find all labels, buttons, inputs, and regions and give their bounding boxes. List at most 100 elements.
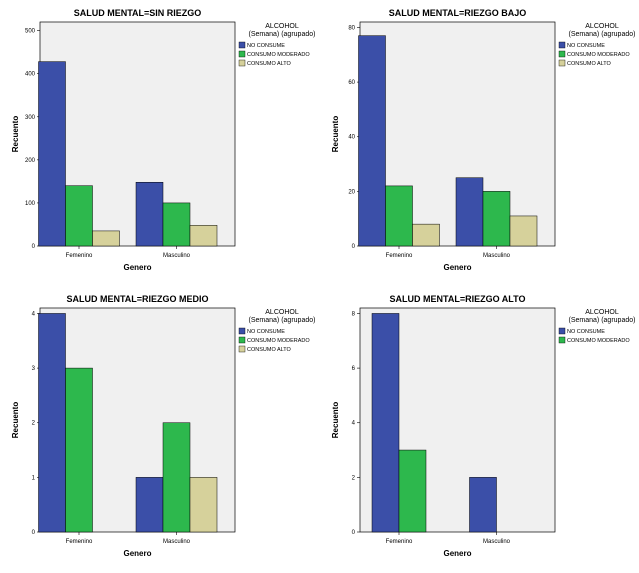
chart-panel-riezgo-bajo: SALUD MENTAL=RIEZGO BAJO 0 20 40 60 80 Recuent… (320, 0, 639, 286)
bar (358, 35, 386, 247)
legend-title: ALCOHOL (265, 309, 299, 316)
bar (455, 177, 484, 247)
legend-title: (Semana) (agrupado) (569, 317, 636, 324)
legend-swatch (238, 336, 246, 344)
x-tick-label: Masculino (163, 539, 191, 545)
chart-title: SALUD MENTAL=SIN RIEZGO (74, 8, 202, 18)
legend-entry: CONSUMO MODERADO (567, 52, 630, 58)
y-tick-label: 0 (32, 530, 36, 536)
bar (135, 477, 164, 533)
y-tick-label: 40 (348, 135, 355, 141)
y-axis-label: Recuento (11, 402, 20, 439)
legend-title: (Semana) (agrupado) (249, 317, 316, 324)
legend-entry: CONSUMO ALTO (247, 347, 292, 353)
legend-swatch (558, 50, 566, 58)
x-tick-label: Masculino (483, 539, 511, 545)
chart-svg: SALUD MENTAL=RIEZGO BAJO 0 20 40 60 80 Recuent… (331, 8, 636, 272)
bar (189, 477, 218, 533)
bar (371, 313, 400, 533)
x-tick-label: Masculino (163, 253, 191, 259)
y-tick-label: 0 (352, 530, 356, 536)
legend-swatch (238, 59, 246, 67)
x-tick-label: Femenino (386, 253, 413, 259)
legend-title: ALCOHOL (585, 23, 619, 30)
chart-title: SALUD MENTAL=RIEZGO ALTO (390, 294, 526, 304)
legend-entry: CONSUMO MODERADO (247, 52, 310, 58)
y-tick-label: 0 (32, 244, 36, 250)
x-axis-label: Genero (443, 549, 471, 558)
bar (65, 367, 93, 533)
legend-swatch (558, 336, 566, 344)
bar (92, 230, 120, 247)
bar (162, 422, 191, 533)
x-axis-label: Genero (123, 549, 151, 558)
legend-entry: CONSUMO MODERADO (567, 338, 630, 344)
y-tick-label: 3 (32, 366, 36, 372)
chart-svg: SALUD MENTAL=RIEZGO MEDIO 0 1 2 3 4 Recuento Fe… (11, 294, 316, 558)
y-tick-label: 300 (25, 115, 36, 121)
chart-panel-riezgo-medio: SALUD MENTAL=RIEZGO MEDIO 0 1 2 3 4 Recuento Fe… (0, 286, 319, 572)
y-tick-label: 500 (25, 29, 36, 35)
x-tick-label: Femenino (66, 539, 93, 545)
bar (38, 61, 66, 247)
legend-entry: NO CONSUME (567, 329, 605, 335)
legend-entry: NO CONSUME (247, 43, 285, 49)
y-tick-label: 100 (25, 201, 36, 207)
chart-svg: SALUD MENTAL=RIEZGO ALTO 0 2 4 6 8 Recuento Fem… (331, 294, 636, 558)
chart-title: SALUD MENTAL=RIEZGO MEDIO (66, 294, 208, 304)
legend-entry: CONSUMO MODERADO (247, 338, 310, 344)
legend-entry: CONSUMO ALTO (567, 61, 612, 67)
y-tick-label: 400 (25, 72, 36, 78)
y-tick-label: 200 (25, 158, 36, 164)
legend-entry: CONSUMO ALTO (247, 61, 292, 67)
bar (189, 225, 218, 247)
bar (38, 313, 66, 533)
bar (162, 202, 191, 247)
y-tick-label: 80 (348, 25, 355, 31)
x-tick-label: Femenino (386, 539, 413, 545)
y-tick-label: 4 (352, 421, 356, 427)
legend-title: (Semana) (agrupado) (569, 31, 636, 38)
y-axis-label: Recuento (11, 116, 20, 153)
legend-swatch (238, 50, 246, 58)
legend-entry: NO CONSUME (567, 43, 605, 49)
legend-swatch (558, 41, 566, 49)
legend-swatch (238, 327, 246, 335)
bar (412, 223, 440, 247)
x-axis-label: Genero (123, 263, 151, 272)
x-axis-label: Genero (443, 263, 471, 272)
chart-title: SALUD MENTAL=RIEZGO BAJO (389, 8, 527, 18)
y-tick-label: 60 (348, 80, 355, 86)
legend-swatch (238, 41, 246, 49)
y-tick-label: 2 (32, 421, 36, 427)
y-tick-label: 6 (352, 366, 356, 372)
bar (509, 215, 538, 247)
x-tick-label: Masculino (483, 253, 511, 259)
chart-panel-sin-riezgo: SALUD MENTAL=SIN RIEZGO 0 100 200 300 400 500 R… (0, 0, 319, 286)
legend-title: (Semana) (agrupado) (249, 31, 316, 38)
y-tick-label: 20 (348, 189, 355, 195)
y-tick-label: 0 (352, 244, 356, 250)
legend-title: ALCOHOL (265, 23, 299, 30)
legend-entry: NO CONSUME (247, 329, 285, 335)
legend-title: ALCOHOL (585, 309, 619, 316)
bar (398, 449, 427, 533)
y-axis-label: Recuento (331, 402, 340, 439)
bar (385, 185, 413, 247)
chart-svg: SALUD MENTAL=SIN RIEZGO 0 100 200 300 400 500 R… (11, 8, 316, 272)
bar (65, 185, 93, 247)
bar (135, 181, 164, 247)
legend-swatch (238, 345, 246, 353)
legend-swatch (558, 59, 566, 67)
y-tick-label: 2 (352, 475, 356, 481)
legend-swatch (558, 327, 566, 335)
y-tick-label: 4 (32, 311, 36, 317)
bar (469, 477, 497, 533)
y-tick-label: 1 (32, 475, 36, 481)
x-tick-label: Femenino (66, 253, 93, 259)
bar (482, 191, 511, 247)
y-axis-label: Recuento (331, 116, 340, 153)
y-tick-label: 8 (352, 311, 356, 317)
chart-panel-riezgo-alto: SALUD MENTAL=RIEZGO ALTO 0 2 4 6 8 Recuento Fem… (320, 286, 639, 572)
